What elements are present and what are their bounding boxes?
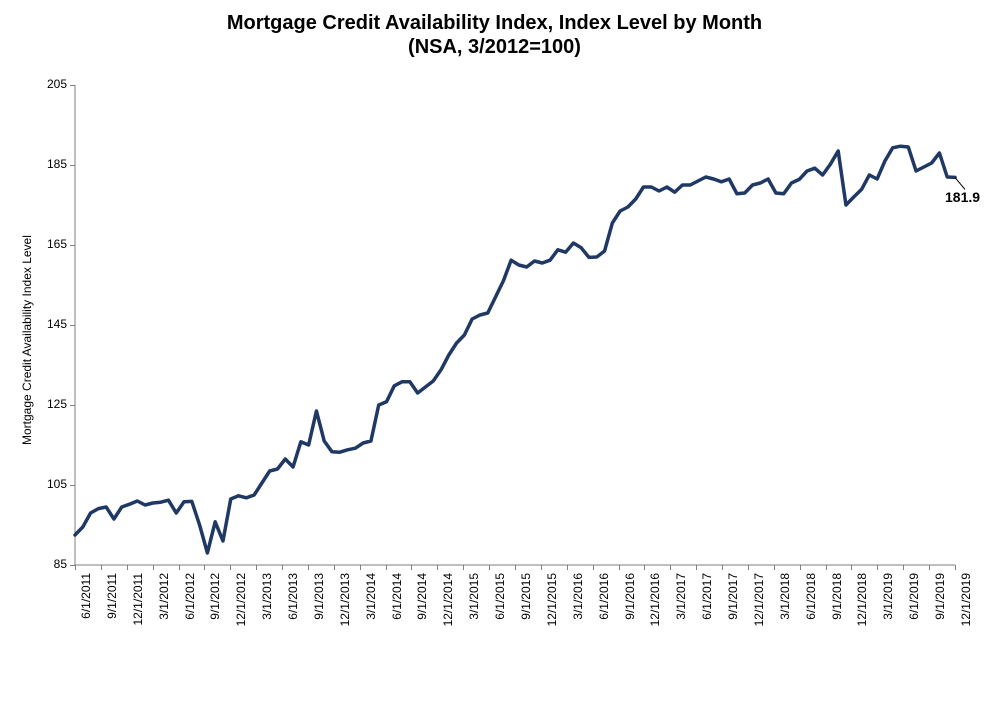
y-tick-label: 85 [27, 557, 67, 571]
x-tick-mark [75, 565, 76, 570]
x-tick-mark [851, 565, 852, 570]
x-tick-mark [619, 565, 620, 570]
x-tick-label: 12/1/2019 [959, 573, 973, 637]
x-tick-label: 3/1/2019 [881, 573, 895, 637]
end-value-label: 181.9 [945, 189, 980, 205]
x-tick-label: 3/1/2014 [364, 573, 378, 637]
x-tick-mark [334, 565, 335, 570]
x-tick-label: 6/1/2012 [183, 573, 197, 637]
x-tick-mark [541, 565, 542, 570]
y-tick-label: 165 [27, 237, 67, 251]
x-tick-mark [256, 565, 257, 570]
y-tick-mark [70, 245, 75, 246]
y-tick-label: 185 [27, 157, 67, 171]
x-tick-mark [826, 565, 827, 570]
x-tick-label: 6/1/2019 [907, 573, 921, 637]
x-tick-label: 9/1/2012 [208, 573, 222, 637]
x-tick-mark [593, 565, 594, 570]
x-tick-mark [411, 565, 412, 570]
x-tick-mark [179, 565, 180, 570]
x-tick-label: 3/1/2012 [157, 573, 171, 637]
x-tick-label: 6/1/2014 [390, 573, 404, 637]
x-tick-mark [463, 565, 464, 570]
y-tick-mark [70, 405, 75, 406]
x-tick-mark [489, 565, 490, 570]
x-tick-label: 9/1/2016 [623, 573, 637, 637]
x-tick-label: 6/1/2013 [286, 573, 300, 637]
x-tick-mark [929, 565, 930, 570]
x-tick-label: 12/1/2014 [441, 573, 455, 637]
y-tick-mark [70, 485, 75, 486]
x-tick-label: 3/1/2015 [467, 573, 481, 637]
x-tick-mark [515, 565, 516, 570]
y-tick-label: 205 [27, 77, 67, 91]
y-tick-mark [70, 325, 75, 326]
x-tick-mark [437, 565, 438, 570]
x-tick-label: 3/1/2016 [571, 573, 585, 637]
x-tick-label: 6/1/2015 [493, 573, 507, 637]
x-tick-label: 9/1/2015 [519, 573, 533, 637]
x-tick-mark [386, 565, 387, 570]
x-tick-mark [360, 565, 361, 570]
x-tick-label: 12/1/2016 [648, 573, 662, 637]
chart-container: Mortgage Credit Availability Index, Inde… [0, 0, 989, 719]
x-tick-mark [774, 565, 775, 570]
x-tick-label: 12/1/2018 [855, 573, 869, 637]
x-tick-mark [696, 565, 697, 570]
x-tick-mark [903, 565, 904, 570]
x-tick-mark [204, 565, 205, 570]
x-tick-mark [748, 565, 749, 570]
x-tick-label: 9/1/2011 [105, 573, 119, 637]
x-tick-label: 9/1/2018 [830, 573, 844, 637]
x-tick-mark [567, 565, 568, 570]
x-tick-label: 6/1/2016 [597, 573, 611, 637]
y-tick-label: 145 [27, 317, 67, 331]
x-tick-mark [800, 565, 801, 570]
x-tick-label: 9/1/2017 [726, 573, 740, 637]
x-tick-mark [230, 565, 231, 570]
x-tick-label: 3/1/2013 [260, 573, 274, 637]
x-tick-mark [955, 565, 956, 570]
x-tick-label: 12/1/2015 [545, 573, 559, 637]
x-tick-label: 9/1/2013 [312, 573, 326, 637]
x-tick-label: 9/1/2014 [415, 573, 429, 637]
x-tick-label: 12/1/2017 [752, 573, 766, 637]
x-tick-mark [101, 565, 102, 570]
y-tick-label: 125 [27, 397, 67, 411]
x-tick-mark [670, 565, 671, 570]
y-tick-mark [70, 165, 75, 166]
y-tick-mark [70, 85, 75, 86]
x-tick-mark [282, 565, 283, 570]
x-tick-label: 12/1/2013 [338, 573, 352, 637]
x-tick-label: 12/1/2011 [131, 573, 145, 637]
x-tick-label: 6/1/2018 [804, 573, 818, 637]
x-tick-label: 6/1/2011 [79, 573, 93, 637]
x-tick-label: 9/1/2019 [933, 573, 947, 637]
x-tick-mark [877, 565, 878, 570]
x-tick-label: 3/1/2017 [674, 573, 688, 637]
x-tick-mark [127, 565, 128, 570]
x-tick-mark [308, 565, 309, 570]
x-tick-label: 12/1/2012 [234, 573, 248, 637]
x-tick-label: 3/1/2018 [778, 573, 792, 637]
x-tick-mark [722, 565, 723, 570]
x-tick-label: 6/1/2017 [700, 573, 714, 637]
x-tick-mark [153, 565, 154, 570]
y-tick-label: 105 [27, 477, 67, 491]
x-tick-mark [644, 565, 645, 570]
